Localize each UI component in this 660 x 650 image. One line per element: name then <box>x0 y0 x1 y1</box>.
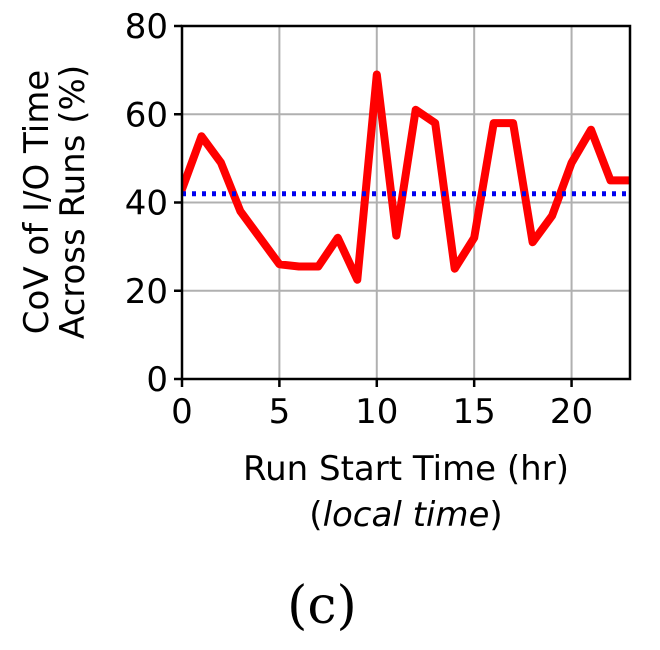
x-tick-label: 0 <box>171 392 193 432</box>
y-tick-label: 60 <box>125 95 168 135</box>
y-tick-label: 0 <box>146 360 168 400</box>
x-axis-sublabel: (local time) <box>309 495 502 535</box>
x-tick-label: 20 <box>550 392 593 432</box>
y-axis-label-line2: Across Runs (%) <box>53 65 93 339</box>
x-tick-label: 15 <box>453 392 496 432</box>
figure-caption: (c) <box>287 576 357 636</box>
x-axis-label: Run Start Time (hr) <box>243 449 569 489</box>
gridlines <box>181 25 630 380</box>
y-tick-label: 20 <box>125 272 168 312</box>
y-tick-label: 40 <box>125 184 168 224</box>
x-axis-sublabel-italic: local time <box>323 495 490 535</box>
cov-series-line <box>182 70 630 284</box>
axis-ticks: 0 5 10 15 20 0 20 40 60 80 <box>125 7 593 432</box>
x-tick-label: 5 <box>269 392 291 432</box>
x-tick-label: 10 <box>355 392 398 432</box>
y-axis-label-line1: CoV of I/O Time <box>17 70 57 334</box>
data-series <box>182 70 630 284</box>
y-tick-label: 80 <box>125 7 168 47</box>
